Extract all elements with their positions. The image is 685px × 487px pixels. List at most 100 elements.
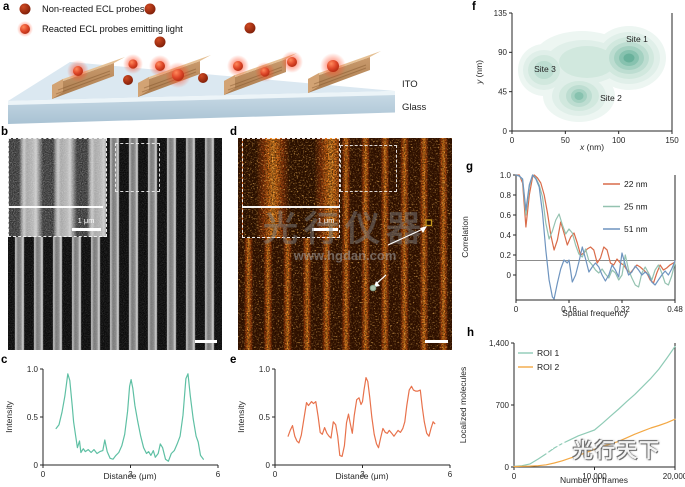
legend-entry-label: 51 nm xyxy=(624,224,648,234)
density-contours xyxy=(518,26,666,122)
x-tick-label: 50 xyxy=(561,136,570,145)
roi-outline xyxy=(115,143,160,192)
x-tick-label: 0 xyxy=(514,305,519,314)
series-line-22-nm xyxy=(515,174,676,284)
intensity-chart-ecl: 0 3 6 0 0.5 1.0 Distance (μm) Intensity xyxy=(232,352,460,487)
y-tick-label: 0.2 xyxy=(500,251,512,260)
axes xyxy=(511,13,673,132)
glass-label: Glass xyxy=(402,102,427,113)
intensity-chart-sem: 0 3 6 0 0.5 1.0 Distance (μm) Intensity xyxy=(0,352,228,487)
x-tick-label: 0 xyxy=(510,136,515,145)
site-2-label: Site 2 xyxy=(600,93,622,103)
panel-c-label: c xyxy=(1,354,8,366)
x-tick-label: 3 xyxy=(360,470,365,479)
x-tick-label: 0.32 xyxy=(614,305,630,314)
y-axis-label: Localized molecules xyxy=(458,367,468,444)
watermark-cn: 光行仪器 xyxy=(262,210,427,249)
y-tick-label: 1.0 xyxy=(500,171,512,180)
ecl-image: 1 μm 光行仪器 www.hgdan.com xyxy=(238,138,452,350)
x-axis-label: x (nm) xyxy=(579,142,604,152)
line-profile-marker xyxy=(8,206,103,208)
sem-image: 1 μm xyxy=(8,138,222,350)
x-tick-label: 3 xyxy=(128,470,133,479)
panel-f-label: f xyxy=(472,1,476,13)
x-tick-label: 0 xyxy=(273,470,278,479)
series-line-25-nm xyxy=(515,174,676,288)
legend-entry-label: ROI 1 xyxy=(537,348,559,358)
y-tick-label: 0.5 xyxy=(259,413,271,422)
site-3-label: Site 3 xyxy=(534,64,556,74)
series-line-intensity-profile xyxy=(287,377,436,458)
y-tick-label: 700 xyxy=(496,401,510,410)
legend-entry-label: 22 nm xyxy=(624,179,648,189)
y-tick-label: 0.4 xyxy=(500,231,512,240)
site-1-label: Site 1 xyxy=(626,34,648,44)
inset-scale-bar-label: 1 μm xyxy=(77,216,95,225)
x-axis-label: Distance (μm) xyxy=(103,471,156,481)
x-tick-label: 0.16 xyxy=(561,305,577,314)
frc-chart: 0 0.16 0.32 0.48 0 0.2 0.4 0.6 0.8 1.0 22 nm 25 nm 5… xyxy=(455,150,685,318)
site-watermark: 光行天下 xyxy=(543,434,661,463)
y-axis-label: Intensity xyxy=(4,400,14,432)
y-axis-label: Intensity xyxy=(236,400,246,432)
h-chart-svg: 0 10,000 20,000 0 700 1,400 ROI 1 ROI 2 Number o… xyxy=(458,339,685,485)
y-tick-label: 45 xyxy=(498,87,507,96)
panel-e-label: e xyxy=(230,354,237,366)
y-tick-label: 0 xyxy=(507,271,512,280)
series-line-51-nm xyxy=(515,174,676,300)
x-tick-label: 150 xyxy=(665,136,679,145)
panel-b-label: b xyxy=(1,126,9,138)
watermark-text: 光行天下 xyxy=(573,440,661,462)
scale-bar xyxy=(425,340,448,343)
site-density-map: Site 1 Site 2 Site 3 0 50 100 150 0 45 90 135 x … xyxy=(460,0,685,152)
e-chart-svg: 0 3 6 0 0.5 1.0 Distance (μm) Intensity xyxy=(236,365,453,481)
legend-label: Reacted ECL probes emitting light xyxy=(42,24,183,34)
y-axis-label: y (nm) xyxy=(474,60,484,85)
panel-a-illustration xyxy=(8,3,395,124)
line-profile-marker xyxy=(242,206,340,208)
y-tick-label: 0.8 xyxy=(500,191,512,200)
ito-label: ITO xyxy=(402,79,418,90)
y-tick-label: 0 xyxy=(34,461,39,470)
legend-entry-label: ROI 2 xyxy=(537,362,559,372)
x-tick-label: 0.48 xyxy=(667,305,683,314)
panel-d-label: d xyxy=(230,126,238,138)
reacted-probe-icon xyxy=(17,21,33,37)
series-line-roi-1 xyxy=(513,345,676,467)
y-tick-label: 1,400 xyxy=(489,339,510,348)
y-tick-label: 0 xyxy=(266,461,271,470)
y-tick-label: 135 xyxy=(494,9,508,18)
x-axis-label: Distance (μm) xyxy=(335,471,388,481)
panel-a-label: a xyxy=(3,1,10,13)
axes xyxy=(515,175,676,301)
legend-label: Non-reacted ECL probes xyxy=(42,4,145,14)
y-tick-label: 90 xyxy=(498,48,507,57)
legend-item-non-reacted: Non-reacted ECL probes xyxy=(16,1,145,17)
watermark-logo-icon xyxy=(545,437,567,460)
y-tick-label: 0.6 xyxy=(500,211,512,220)
series-line-roi-2 xyxy=(513,418,676,468)
non-reacted-probe-icon xyxy=(19,3,31,15)
y-tick-label: 0.5 xyxy=(27,413,39,422)
series-line-intensity-profile xyxy=(55,373,204,462)
x-axis-label: Number of frames xyxy=(560,475,628,485)
legend-item-reacted: Reacted ECL probes emitting light xyxy=(16,20,183,38)
panel-h-label: h xyxy=(467,327,475,339)
panel-g-label: g xyxy=(466,161,474,173)
x-tick-label: 0 xyxy=(41,470,46,479)
x-axis-label: Spatial frequency xyxy=(562,308,628,318)
ito-layer-edge xyxy=(8,91,395,105)
single-molecule-marker-circle xyxy=(369,284,377,292)
y-tick-label: 0 xyxy=(505,463,510,472)
c-chart-svg: 0 3 6 0 0.5 1.0 Distance (μm) Intensity xyxy=(4,365,221,481)
x-tick-label: 6 xyxy=(216,470,221,479)
scale-bar xyxy=(195,340,217,343)
y-tick-label: 1.0 xyxy=(259,365,271,374)
localizations-chart: 0 10,000 20,000 0 700 1,400 ROI 1 ROI 2 Number o… xyxy=(455,315,685,487)
inset-scale-bar xyxy=(72,228,101,231)
y-tick-label: 1.0 xyxy=(27,365,39,374)
y-tick-label: 0 xyxy=(503,127,508,136)
x-tick-label: 20,000 xyxy=(663,472,685,481)
g-chart-svg: 0 0.16 0.32 0.48 0 0.2 0.4 0.6 0.8 1.0 22 nm 25 nm 5… xyxy=(460,171,683,318)
